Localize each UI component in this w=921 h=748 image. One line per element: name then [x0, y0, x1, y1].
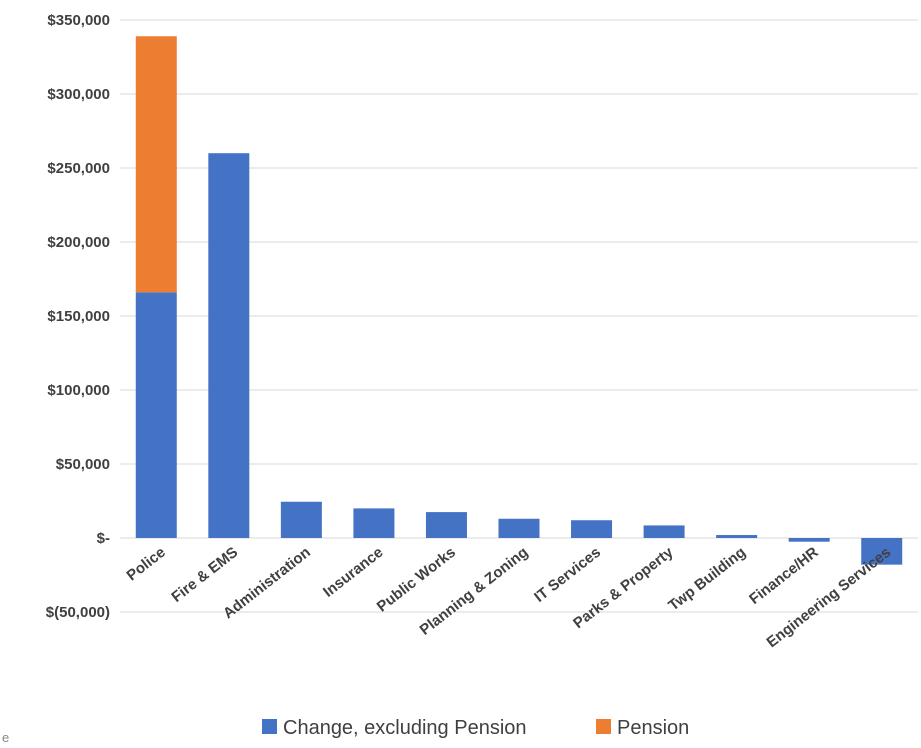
bar-change-0 [135, 292, 177, 538]
bar-change-7 [643, 525, 685, 538]
y-tick-label: $100,000 [47, 382, 110, 399]
bar-change-10 [861, 538, 903, 565]
bar-change-5 [498, 518, 540, 538]
x-tick-label: IT Services [531, 544, 604, 606]
y-axis-ticks: $350,000 $300,000 $250,000 $200,000 $150,000… [46, 12, 110, 621]
legend-swatch-change [262, 719, 277, 734]
gridlines [120, 19, 918, 613]
y-tick-label: $- [97, 530, 110, 547]
y-tick-label: $350,000 [47, 12, 110, 29]
bar-change-2 [280, 501, 322, 538]
x-tick-label: Twp Building [665, 544, 749, 615]
bar-change-1 [208, 153, 250, 538]
bars [135, 36, 903, 565]
y-tick-label: $150,000 [47, 308, 110, 325]
bar-change-8 [716, 535, 758, 538]
y-tick-label: $300,000 [47, 86, 110, 103]
x-tick-label: Engineering Services [763, 544, 894, 651]
bar-pension-0 [135, 36, 177, 293]
legend-label-pension: Pension [617, 717, 689, 739]
y-tick-label: $50,000 [56, 456, 110, 473]
y-tick-label: $(50,000) [46, 604, 110, 621]
stray-text: e [2, 730, 9, 745]
bar-change-9 [788, 538, 830, 542]
legend-swatch-pension [596, 719, 611, 734]
bar-change-4 [425, 512, 467, 538]
legend-label-change: Change, excluding Pension [283, 717, 527, 739]
y-tick-label: $200,000 [47, 234, 110, 251]
x-tick-label: Finance/HR [746, 544, 822, 608]
x-tick-label: Fire & EMS [168, 544, 241, 606]
bar-change-3 [353, 508, 395, 538]
x-tick-label: Insurance [320, 544, 386, 601]
bar-change-6 [571, 520, 613, 538]
x-tick-label: Police [123, 544, 168, 585]
y-tick-label: $250,000 [47, 160, 110, 177]
legend: Change, excluding Pension Pension [262, 717, 689, 739]
